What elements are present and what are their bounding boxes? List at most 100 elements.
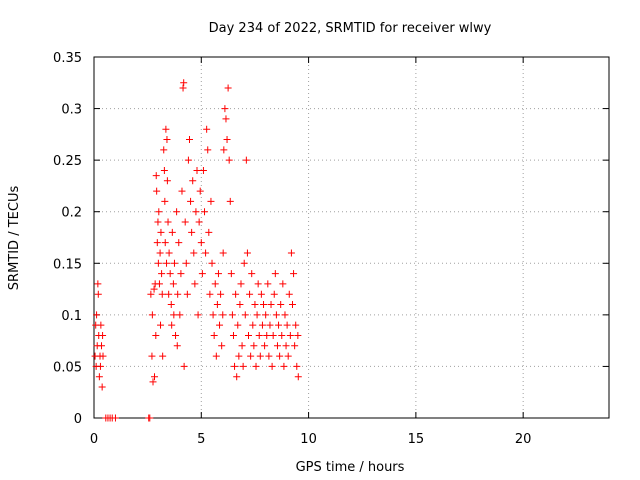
data-point	[276, 352, 284, 360]
data-point	[229, 331, 237, 339]
data-point	[248, 270, 256, 278]
data-point	[280, 362, 288, 370]
data-point	[152, 331, 160, 339]
data-point	[155, 208, 163, 216]
data-point	[263, 331, 271, 339]
data-point	[199, 166, 207, 174]
data-point	[243, 249, 251, 257]
data-point	[236, 301, 244, 309]
data-point	[163, 259, 171, 267]
data-point	[176, 311, 184, 319]
data-point	[240, 259, 248, 267]
data-point	[228, 311, 236, 319]
data-point	[157, 228, 165, 236]
x-tick-label: 0	[90, 432, 98, 447]
data-point	[203, 125, 211, 133]
data-point	[211, 280, 219, 288]
data-point	[162, 125, 170, 133]
data-point	[258, 321, 266, 329]
data-point	[149, 378, 157, 386]
data-point	[207, 197, 215, 205]
data-point	[152, 172, 160, 180]
data-point	[208, 259, 216, 267]
data-point	[291, 342, 299, 350]
data-point	[98, 383, 106, 391]
data-point	[201, 208, 209, 216]
data-point	[218, 342, 226, 350]
data-point	[190, 249, 198, 257]
data-point	[181, 218, 189, 226]
y-tick-label: 0.1	[61, 309, 82, 324]
data-point	[213, 301, 221, 309]
data-point	[227, 270, 235, 278]
data-point	[94, 290, 102, 298]
data-point	[177, 270, 185, 278]
data-point	[217, 290, 225, 298]
data-point	[239, 362, 247, 370]
chart-title: Day 234 of 2022, SRMTID for receiver wlw…	[209, 21, 492, 36]
data-point	[209, 311, 217, 319]
data-point	[99, 352, 107, 360]
data-point	[95, 373, 103, 381]
data-point	[284, 352, 292, 360]
data-point	[168, 228, 176, 236]
data-point	[292, 321, 300, 329]
data-point	[250, 342, 258, 350]
data-point	[212, 352, 220, 360]
data-point	[164, 218, 172, 226]
data-point	[182, 259, 190, 267]
y-tick-label: 0.3	[61, 103, 82, 118]
data-point	[198, 270, 206, 278]
data-point	[223, 136, 231, 144]
data-point	[96, 362, 104, 370]
data-point	[261, 342, 269, 350]
data-point	[273, 342, 281, 350]
data-point	[265, 352, 273, 360]
data-point	[185, 136, 193, 144]
data-point	[94, 280, 102, 288]
data-point	[260, 301, 268, 309]
data-point	[288, 301, 296, 309]
x-axis-label: GPS time / hours	[296, 460, 405, 475]
data-point	[163, 136, 171, 144]
data-point	[285, 290, 293, 298]
data-point	[206, 290, 214, 298]
data-point	[163, 177, 171, 185]
data-point	[161, 197, 169, 205]
data-point	[158, 270, 166, 278]
data-point	[193, 166, 201, 174]
data-point	[210, 331, 218, 339]
data-point	[151, 373, 159, 381]
data-point	[294, 373, 302, 381]
data-point	[202, 249, 210, 257]
data-point	[225, 156, 233, 164]
data-point	[157, 321, 165, 329]
data-point	[153, 187, 161, 195]
data-point	[275, 321, 283, 329]
data-point	[147, 290, 155, 298]
y-tick-label: 0.05	[53, 360, 82, 375]
data-point	[204, 146, 212, 154]
data-point	[160, 166, 168, 174]
data-point	[161, 239, 169, 247]
data-point	[231, 362, 239, 370]
data-point	[160, 146, 168, 154]
data-point	[191, 280, 199, 288]
x-tick-label: 10	[300, 432, 317, 447]
data-point	[178, 187, 186, 195]
data-point	[242, 156, 250, 164]
data-point	[234, 321, 242, 329]
data-point	[174, 290, 182, 298]
data-point	[270, 290, 278, 298]
y-tick-label: 0.15	[53, 257, 82, 272]
data-point	[188, 228, 196, 236]
x-tick-label: 5	[197, 432, 205, 447]
data-point	[283, 321, 291, 329]
data-point	[179, 84, 187, 92]
data-point	[226, 197, 234, 205]
data-point	[255, 331, 263, 339]
data-point	[194, 311, 202, 319]
data-point	[269, 331, 277, 339]
data-point	[196, 187, 204, 195]
x-tick-label: 15	[408, 432, 425, 447]
